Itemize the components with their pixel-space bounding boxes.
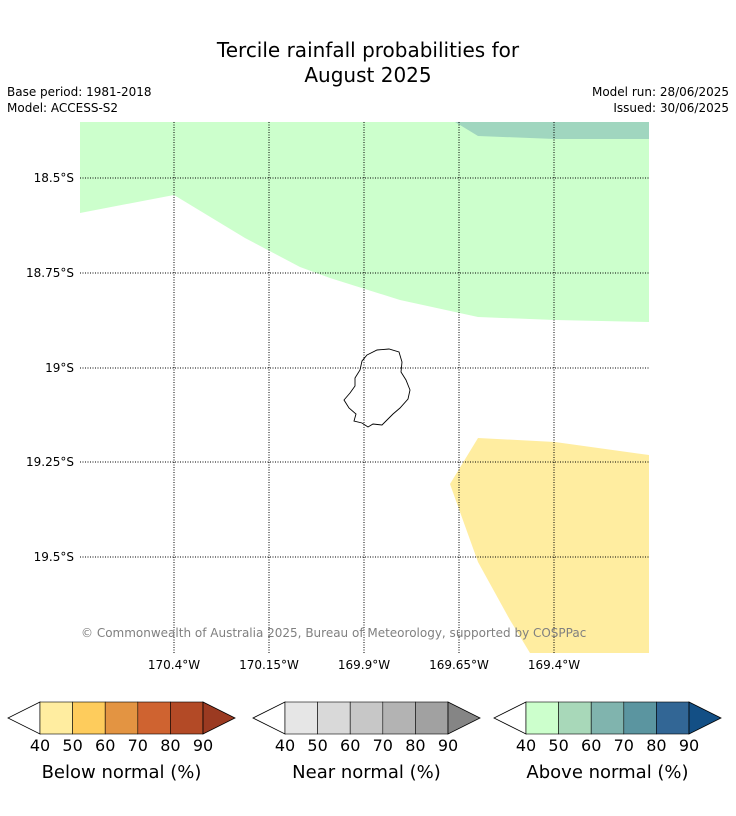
colorbar-near-under-triangle — [252, 701, 286, 735]
colorbar-above-title: Above normal (%) — [526, 762, 688, 783]
colorbar-below-tick-50: 50 — [62, 736, 82, 755]
map-title-line1: Tercile rainfall probabilities for — [216, 38, 520, 62]
lon-label-3: 169.9°W — [338, 658, 390, 672]
colorbar-below-segment-1 — [39, 701, 73, 735]
colorbar-near-tick-40: 40 — [275, 736, 295, 755]
lon-labels: 170.4°W 170.15°W 169.9°W 169.65°W 169.4°… — [148, 658, 580, 672]
colorbar-above: 40 50 60 70 80 90 Above normal (%) — [493, 701, 722, 783]
model-run-text: Model run: 28/06/2025 — [591, 85, 729, 99]
colorbar-above-tick-80: 80 — [646, 736, 666, 755]
colorbar-below-tick-80: 80 — [160, 736, 180, 755]
colorbar-below-title: Below normal (%) — [42, 762, 202, 783]
model-text: Model: ACCESS-S2 — [7, 101, 119, 115]
colorbar-above-segment-2 — [558, 701, 592, 735]
map-title-line2: August 2025 — [304, 63, 432, 87]
colorbar-above-tick-50: 50 — [548, 736, 568, 755]
colorbar-above-over-triangle — [688, 701, 722, 735]
colorbar-near-over-triangle — [447, 701, 481, 735]
colorbar-below-segment-2 — [72, 701, 106, 735]
colorbar-near-tick-80: 80 — [405, 736, 425, 755]
colorbar-above-tick-40: 40 — [516, 736, 536, 755]
gridlines — [80, 122, 649, 653]
colorbar-above-under-triangle — [493, 701, 527, 735]
lon-label-5: 169.4°W — [528, 658, 580, 672]
lat-label-3: 19°S — [45, 361, 74, 375]
colorbar-above-segment-3 — [590, 701, 625, 735]
colorbar-below-segment-4 — [137, 701, 171, 735]
lat-labels: 18.5°S 18.75°S 19°S 19.25°S 19.5°S — [26, 171, 74, 564]
issued-text: Issued: 30/06/2025 — [613, 101, 729, 115]
lon-label-4: 169.65°W — [429, 658, 489, 672]
colorbar-near-tick-60: 60 — [340, 736, 360, 755]
colorbar-below: 40 50 60 70 80 90 Below normal (%) — [7, 701, 236, 783]
lat-label-1: 18.5°S — [34, 171, 74, 185]
colorbar-below-tick-90: 90 — [193, 736, 213, 755]
colorbar-near-title: Near normal (%) — [292, 762, 441, 783]
colorbar-near-segment-4 — [382, 701, 416, 735]
colorbar-above-segment-4 — [623, 701, 657, 735]
colorbar-near-tick-70: 70 — [373, 736, 393, 755]
colorbar-near-segment-5 — [415, 701, 449, 735]
colorbar-near-segment-2 — [317, 701, 351, 735]
colorbar-above-segment-1 — [525, 701, 559, 735]
lon-label-2: 170.15°W — [239, 658, 299, 672]
colorbar-below-tick-40: 40 — [30, 736, 50, 755]
meta-right: Model run: 28/06/2025 Issued: 30/06/2025 — [592, 84, 729, 116]
below-normal-region — [450, 438, 649, 653]
colorbar-below-over-triangle — [202, 701, 236, 735]
map-title: Tercile rainfall probabilities for Augus… — [0, 38, 736, 88]
meta-left: Base period: 1981-2018 Model: ACCESS-S2 — [7, 84, 152, 116]
above-normal-strong-region — [455, 122, 649, 139]
colorbar-near-tick-90: 90 — [438, 736, 458, 755]
map-area: © Commonwealth of Australia 2025, Bureau… — [80, 122, 649, 653]
copyright-text: © Commonwealth of Australia 2025, Bureau… — [81, 626, 586, 640]
colorbar-above-tick-60: 60 — [581, 736, 601, 755]
island-outline — [343, 348, 411, 428]
lat-label-4: 19.25°S — [26, 455, 74, 469]
base-period-text: Base period: 1981-2018 — [7, 85, 152, 99]
colorbar-below-tick-70: 70 — [128, 736, 148, 755]
colorbar-near: 40 50 60 70 80 90 Near normal (%) — [252, 701, 481, 783]
lon-label-1: 170.4°W — [148, 658, 200, 672]
colorbar-above-tick-70: 70 — [614, 736, 634, 755]
colorbar-above-segment-5 — [656, 701, 690, 735]
lat-label-5: 19.5°S — [34, 550, 74, 564]
colorbar-near-segment-1 — [284, 701, 318, 735]
colorbar-above-tick-90: 90 — [679, 736, 699, 755]
colorbar-below-segment-5 — [170, 701, 204, 735]
colorbar-below-under-triangle — [7, 701, 41, 735]
colorbar-near-segment-3 — [349, 701, 384, 735]
colorbar-below-tick-60: 60 — [95, 736, 115, 755]
colorbar-below-segment-3 — [104, 701, 139, 735]
colorbar-near-tick-50: 50 — [307, 736, 327, 755]
lat-label-2: 18.75°S — [26, 266, 74, 280]
